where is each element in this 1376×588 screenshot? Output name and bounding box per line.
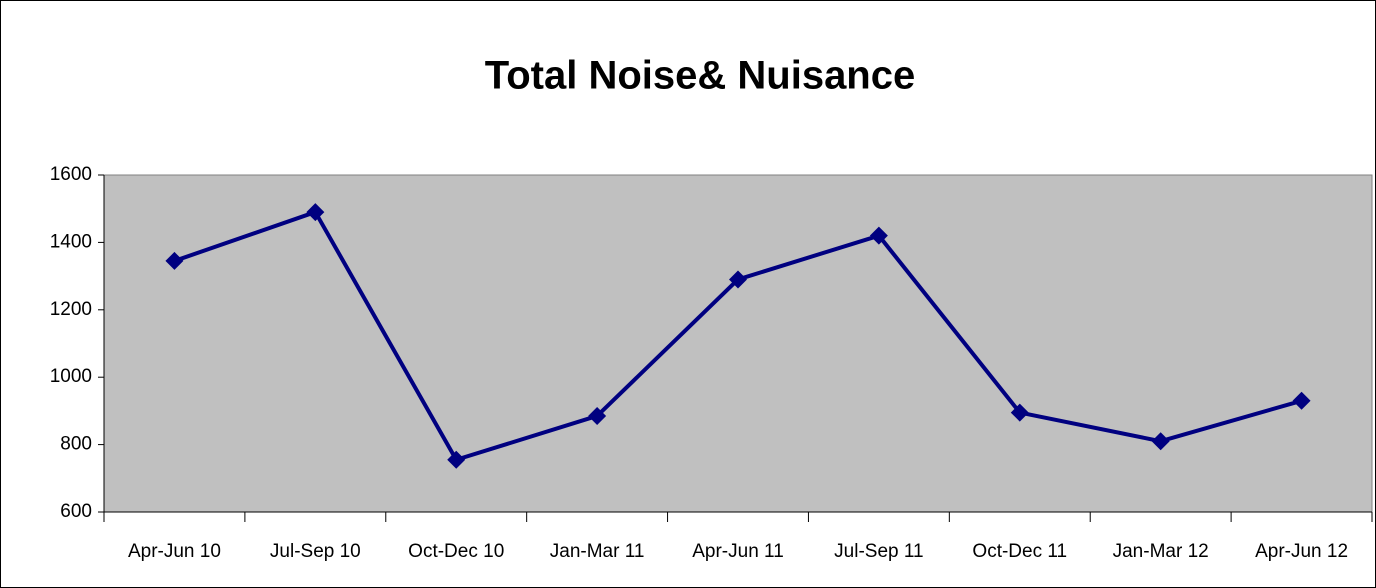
y-tick-label: 800 [60, 434, 92, 455]
data-point [447, 450, 466, 469]
data-point [1292, 391, 1311, 410]
y-tick-label: 1000 [50, 366, 92, 387]
y-tick-label: 1200 [50, 299, 92, 320]
x-tick-label: Apr-Jun 11 [692, 541, 784, 562]
data-point [588, 406, 607, 425]
x-tick-label: Jan-Mar 12 [1113, 541, 1209, 562]
data-point [306, 203, 325, 222]
data-point [1151, 432, 1170, 451]
x-tick-label: Jul-Sep 11 [834, 541, 923, 562]
x-tick-label: Oct-Dec 10 [408, 541, 504, 562]
data-point [729, 270, 747, 289]
x-tick-label: Jan-Mar 11 [550, 541, 645, 562]
data-point [165, 251, 184, 270]
x-tick-label: Jul-Sep 10 [270, 541, 361, 562]
y-tick-label: 1400 [50, 231, 92, 252]
chart-title: Total Noise& Nuisance [485, 54, 915, 98]
y-tick-label: 600 [60, 501, 92, 522]
y-tick-label: 1600 [50, 164, 92, 185]
plot-area [103, 174, 1373, 513]
data-point [869, 226, 888, 245]
data-point [1010, 403, 1029, 422]
x-tick-label: Oct-Dec 11 [972, 541, 1067, 562]
x-tick-label: Apr-Jun 12 [1255, 541, 1348, 562]
x-tick-label: Apr-Jun 10 [128, 541, 221, 562]
